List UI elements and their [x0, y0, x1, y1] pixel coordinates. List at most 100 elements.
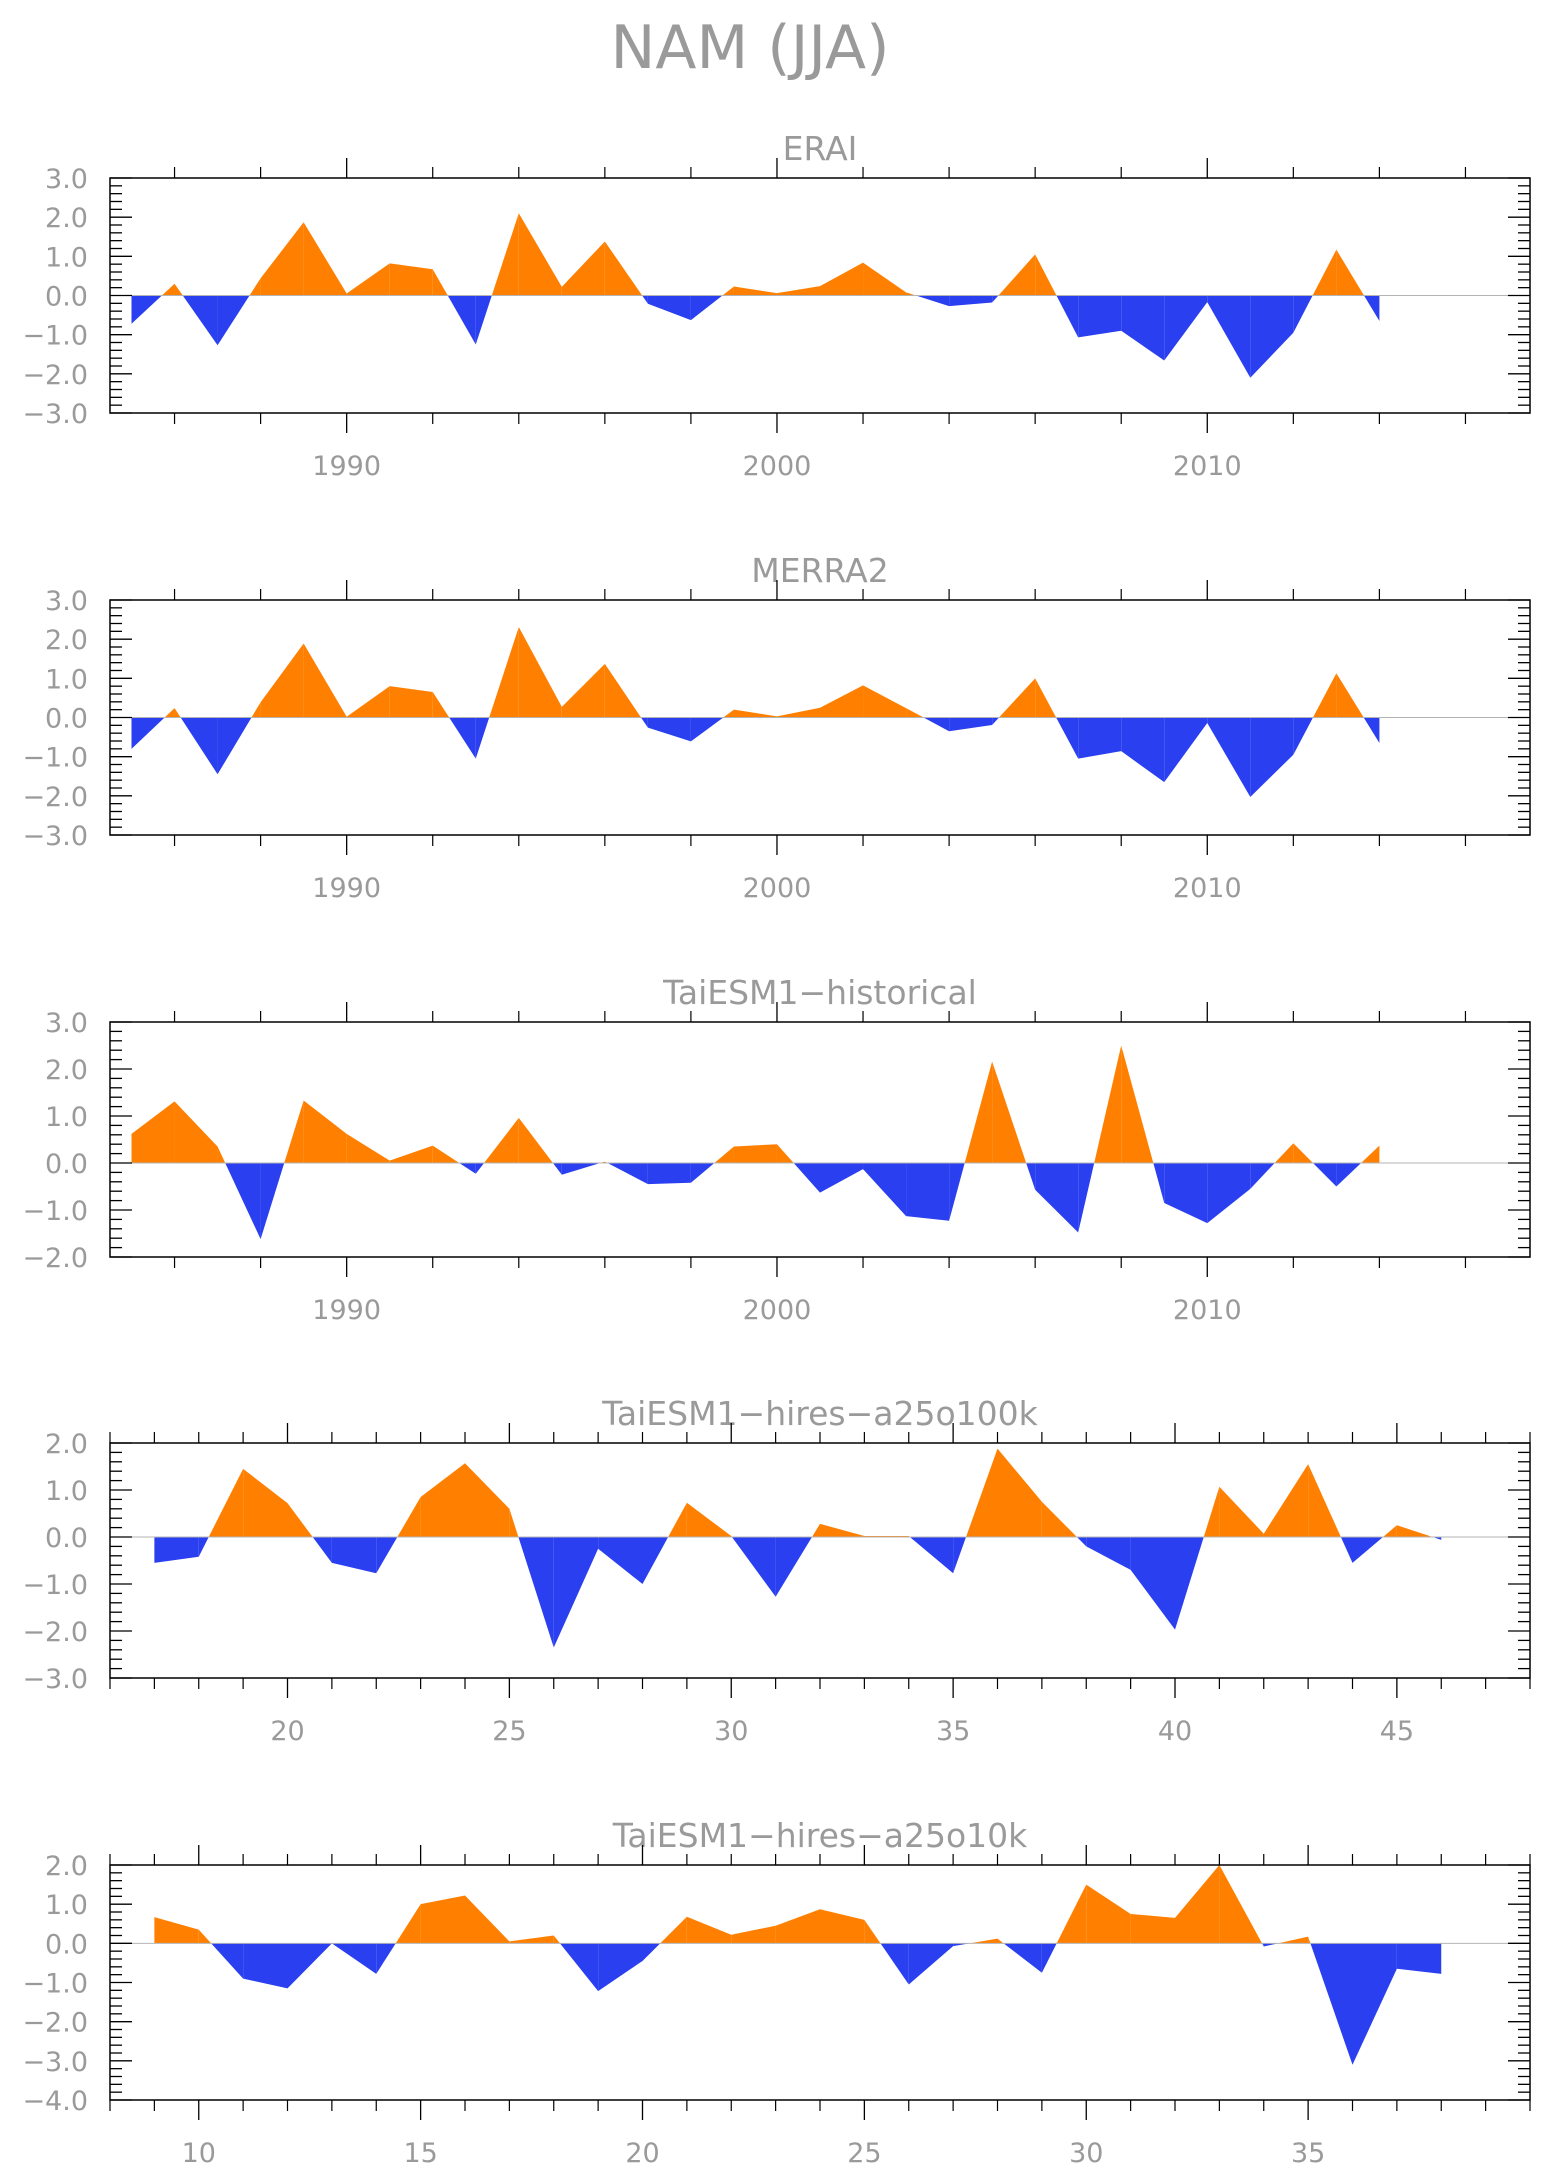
area-segment [598, 1943, 643, 1992]
area-segment [864, 1919, 881, 1944]
area-segment [249, 278, 261, 296]
area-segment [198, 1929, 212, 1944]
area-segment [1312, 673, 1337, 718]
area-segment [1094, 1045, 1122, 1163]
area-segment [776, 286, 820, 296]
area-segment [217, 1146, 226, 1163]
area-segment [174, 708, 181, 718]
area-segment [604, 663, 642, 718]
area-segment [243, 1943, 288, 1989]
plot-frame [109, 1442, 1531, 1679]
chart-panel-1: ERAI −3.0 −2.0 −1.0 0.0 1.0 2.0 3.0 1990 2000 2010 [22, 129, 1531, 482]
area-segment [346, 686, 390, 718]
area-segment [964, 1061, 993, 1163]
area-segment [1207, 717, 1251, 798]
area-segment [992, 295, 999, 303]
area-segment [906, 292, 916, 296]
area-segment [174, 283, 183, 296]
area-segment [642, 1943, 661, 1961]
area-segment [997, 1938, 1004, 1944]
y-tick-label: 1.0 [45, 1890, 88, 1921]
area-segment [260, 222, 304, 296]
area-segment [260, 643, 304, 718]
area-segment [432, 692, 450, 718]
y-tick-label: −1.0 [22, 1969, 88, 2000]
y-tick-label: 0.0 [45, 704, 88, 735]
area-segment [598, 1537, 643, 1584]
x-tick-label: 25 [847, 2138, 881, 2169]
area-segment [491, 213, 519, 296]
y-tick-label: −4.0 [22, 2086, 88, 2117]
area-segment [518, 1537, 554, 1648]
area-segment [447, 295, 476, 345]
area-segment [660, 1916, 687, 1944]
area-segment [1130, 1537, 1175, 1630]
area-segment [346, 263, 390, 296]
area-segment [1310, 1943, 1353, 2065]
y-tick-label: 3.0 [45, 1008, 88, 1039]
x-tick-label: 20 [625, 2138, 659, 2169]
area-segment [432, 269, 448, 296]
area-segment [1035, 678, 1057, 718]
area-segment [225, 1163, 261, 1240]
area-segment [820, 1163, 864, 1193]
area-segment [863, 1163, 907, 1217]
x-tick-label: 2010 [1173, 451, 1242, 482]
area-segment [395, 1904, 421, 1944]
area-segment [733, 286, 777, 296]
area-segment [949, 717, 993, 732]
area-segment [1432, 1537, 1442, 1540]
area-segment [174, 1101, 218, 1163]
area-segment [1076, 1537, 1087, 1547]
area-segment [1262, 1943, 1264, 1947]
area-segment [731, 1537, 776, 1597]
y-tick-label: 0.0 [45, 1523, 88, 1554]
x-tick-label: 30 [1069, 2138, 1103, 2169]
area-segment [518, 213, 562, 296]
area-segment [251, 702, 261, 718]
area-segment [906, 1163, 950, 1221]
area-segment [775, 1537, 812, 1597]
y-tick-label: 1.0 [45, 664, 88, 695]
area-segment [1121, 1045, 1154, 1163]
area-segment [449, 717, 476, 759]
area-segment [1219, 1865, 1263, 1944]
area-segment [607, 1163, 648, 1185]
area-segment [560, 1943, 599, 1992]
area-segment [863, 685, 907, 718]
y-tick-label: 0.0 [45, 1149, 88, 1180]
area-segment [908, 1943, 954, 1985]
y-tick-label: 2.0 [45, 625, 88, 656]
area-segment [1121, 295, 1165, 361]
area-segment [949, 1163, 965, 1221]
x-tick-label: 1990 [312, 873, 381, 904]
y-tick-label: −2.0 [22, 782, 88, 813]
area-segment [1312, 1163, 1337, 1187]
area-segment [217, 295, 250, 346]
chart-panel-2: MERRA2 −3.0 −2.0 −1.0 0.0 1.0 2.0 3.0 1990 2000 20… [22, 551, 1531, 904]
area-segment [966, 1448, 998, 1537]
area-segment [303, 1100, 347, 1163]
x-tick-label: 35 [1291, 2138, 1325, 2169]
area-segment [331, 1943, 377, 1974]
y-tick-label: −1.0 [22, 743, 88, 774]
area-segment [561, 663, 605, 718]
area-segment [1175, 1537, 1204, 1630]
area-segment [1164, 1163, 1208, 1224]
y-tick-label: 2.0 [45, 203, 88, 234]
area-segment [284, 1100, 304, 1163]
area-segment [389, 263, 433, 296]
area-segment [489, 627, 519, 718]
area-segment [459, 1163, 476, 1174]
area-segment [211, 1943, 244, 1979]
area-segment [1041, 1501, 1077, 1537]
area-segment [714, 1146, 734, 1163]
y-tick-label: −1.0 [22, 1570, 88, 1601]
area-segment [668, 1502, 687, 1537]
y-tick-label: 3.0 [45, 586, 88, 617]
area-segment [1263, 1943, 1278, 1947]
area-segment [1130, 1913, 1175, 1944]
area-segment [131, 1101, 175, 1163]
area-segment [331, 1537, 377, 1574]
